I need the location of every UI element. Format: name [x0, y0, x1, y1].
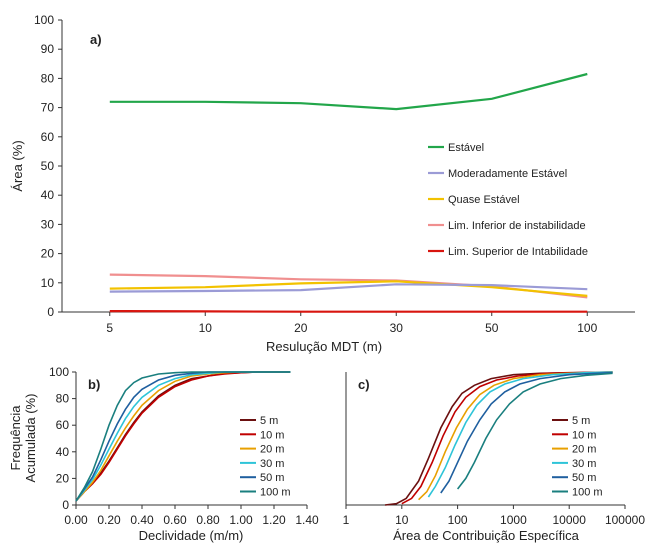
series-line-b-50-m [75, 371, 291, 502]
series-line-quase-est-vel [109, 280, 588, 297]
panel-b-y-tick-label: 80 [56, 392, 70, 406]
series-line-b-100-m [75, 371, 291, 502]
panel-b-x-tick-label: 1.20 [262, 513, 286, 527]
series-line-c-50-m [440, 371, 613, 494]
legend-label: 100 m [572, 487, 603, 499]
legend-label: 30 m [260, 458, 284, 470]
panel-a-x-tick-label: 20 [294, 321, 308, 335]
legend-label: 10 m [572, 429, 596, 441]
panel-a-x-tick-label: 100 [577, 321, 597, 335]
series-line-moderadamente-est-vel [109, 283, 588, 293]
panel-c-x-axis-label: Área de Contribuição Específica [393, 528, 579, 543]
panel-a-y-tick-label: 10 [41, 276, 55, 290]
panel-a-y-tick-label: 40 [41, 188, 55, 202]
panel-a-y-tick-label: 20 [41, 247, 55, 261]
panel-a-y-tick-label: 90 [41, 42, 55, 56]
panel-c-x-tick-label: 10 [395, 513, 409, 527]
panel-c-chart: c) Área de Contribuição Específica 1 10 10… [343, 371, 645, 543]
legend-label: 20 m [572, 444, 596, 456]
legend-label: 5 m [572, 415, 590, 427]
series-line-est-vel [109, 72, 588, 111]
panel-a-x-tick-label: 5 [106, 321, 113, 335]
panel-b-x-tick-label: 0.40 [130, 513, 154, 527]
panel-b-x-tick-label: 0.80 [196, 513, 220, 527]
panel-c-label: c) [358, 377, 370, 392]
panel-a-x-tick-label: 30 [390, 321, 404, 335]
legend-label: Moderadamente Estável [448, 168, 567, 180]
panel-a-y-tick-label: 30 [41, 217, 55, 231]
panel-b-x-tick-label: 0.20 [97, 513, 121, 527]
panel-a-y-tick-label: 0 [47, 305, 54, 319]
panel-b-x-tick-label: 0.00 [64, 513, 88, 527]
panel-b-chart: b) Declividade (m/m) Frequência Acumulad… [8, 365, 319, 543]
panel-c-x-tick-label: 1000 [500, 513, 527, 527]
panel-a-y-tick-label: 80 [41, 71, 55, 85]
series-line-c-20-m [418, 371, 613, 501]
panel-b-y-tick-label: 40 [56, 445, 70, 459]
legend-label: 10 m [260, 429, 284, 441]
panel-a-x-tick-label: 50 [485, 321, 499, 335]
panel-c-x-tick-label: 100000 [605, 513, 645, 527]
panel-c-x-tick-label: 1 [343, 513, 350, 527]
series-line-b-30-m [75, 371, 291, 502]
panel-a-y-tick-label: 70 [41, 101, 55, 115]
panel-a-y-tick-label: 100 [34, 13, 54, 27]
panel-b-y-tick-label: 0 [62, 498, 69, 512]
panel-a-y-tick-label: 60 [41, 130, 55, 144]
panel-b-label: b) [88, 377, 100, 392]
panel-b-y-tick-label: 100 [49, 365, 69, 379]
panel-b-x-tick-label: 0.60 [163, 513, 187, 527]
legend-label: Lim. Inferior de instabilidade [448, 220, 586, 232]
legend-label: 50 m [572, 472, 596, 484]
panel-b-y-axis-label-line1: Frequência [8, 405, 23, 471]
panel-c-x-tick-label: 100 [448, 513, 468, 527]
legend-label: 50 m [260, 472, 284, 484]
series-line-lim-superior-de-intabilidade [109, 310, 588, 313]
panel-a-y-tick-label: 50 [41, 159, 55, 173]
panel-b-y-axis-label-line2: Acumulada (%) [23, 394, 38, 483]
series-line-b-5-m [75, 371, 291, 502]
series-line-c-30-m [427, 371, 613, 498]
panel-c-x-tick-label: 10000 [553, 513, 587, 527]
legend-label: 100 m [260, 487, 291, 499]
panel-b-x-axis-label: Declividade (m/m) [139, 528, 244, 543]
panel-a-x-axis-label: Resulução MDT (m) [266, 339, 382, 354]
panel-b-x-tick-label: 1.40 [295, 513, 319, 527]
panel-b-x-tick-label: 1.00 [229, 513, 253, 527]
legend-label: 30 m [572, 458, 596, 470]
panel-a-x-tick-label: 10 [199, 321, 213, 335]
panel-a-y-axis-label: Área (%) [10, 140, 25, 191]
legend-label: Lim. Superior de Intabilidade [448, 246, 588, 258]
legend-label: Quase Estável [448, 194, 520, 206]
legend-label: 20 m [260, 444, 284, 456]
panel-a-label: a) [90, 32, 102, 47]
series-line-b-20-m [75, 371, 291, 502]
panel-b-y-tick-label: 20 [56, 471, 70, 485]
panel-a-chart: a) Resulução MDT (m) Área (%) 0 10 20 30 40 5… [10, 13, 635, 354]
legend-label: Estável [448, 142, 484, 154]
panel-b-y-tick-label: 60 [56, 418, 70, 432]
series-line-c-100-m [456, 372, 613, 490]
series-line-c-10-m [401, 371, 613, 505]
series-line-c-5-m [384, 371, 613, 506]
series-line-b-10-m [75, 371, 291, 502]
legend-label: 5 m [260, 415, 278, 427]
